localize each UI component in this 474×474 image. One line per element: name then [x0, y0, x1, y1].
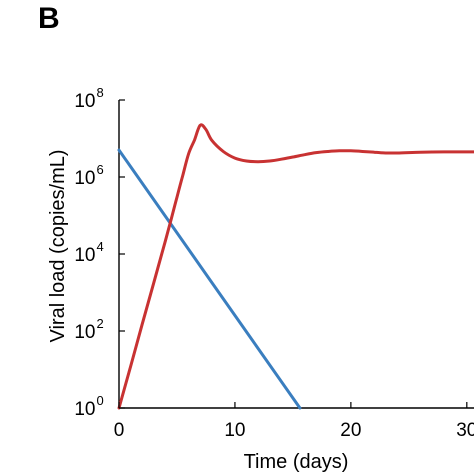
tick-labels: 0 10 20 30 100 102 104 106 108	[74, 85, 474, 441]
y-tick-label: 106	[74, 162, 103, 189]
y-axis-label: Viral load (copies/mL)	[47, 149, 69, 342]
panel-label: B	[38, 2, 60, 35]
series-line-2	[117, 123, 474, 410]
x-tick-label: 30	[456, 420, 474, 441]
y-tick-label: 102	[74, 316, 103, 343]
series-line-1	[117, 148, 302, 410]
x-tick-label: 0	[114, 420, 125, 441]
plot-axes	[118, 100, 474, 409]
series-layer	[117, 123, 474, 410]
x-axis-label: Time (days)	[244, 451, 349, 473]
x-tick-label: 20	[340, 420, 361, 441]
y-tick-label: 108	[74, 85, 103, 112]
x-tick-label: 10	[224, 420, 245, 441]
y-tick-label: 100	[74, 393, 103, 420]
y-tick-label: 104	[74, 239, 103, 266]
